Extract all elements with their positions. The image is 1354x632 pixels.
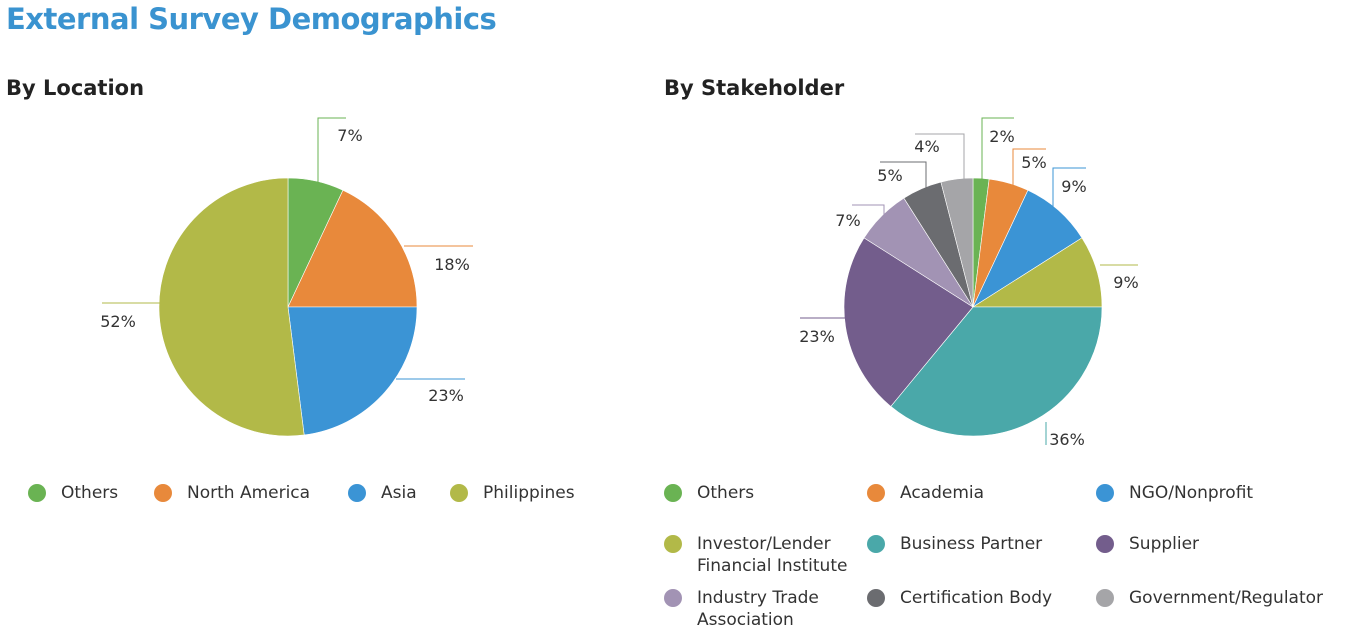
- legend-item: NGO/Nonprofit: [1096, 482, 1253, 504]
- legend-label: Others: [61, 483, 119, 503]
- legend-item: Government/Regulator: [1096, 587, 1323, 609]
- legend-swatch: [28, 484, 46, 502]
- legend-label: Government/Regulator: [1129, 588, 1324, 608]
- legend-item: Others: [664, 482, 754, 504]
- legend-item: Philippines: [450, 482, 575, 504]
- legend-swatch: [1096, 589, 1114, 607]
- legend-swatch: [664, 484, 682, 502]
- leader-line: [880, 161, 927, 198]
- legend-item: Industry Trade Association: [664, 587, 819, 631]
- location-chart-title: By Location: [6, 76, 145, 100]
- legend-item: Others: [28, 482, 118, 504]
- legend-swatch: [664, 589, 682, 607]
- legend-label: NGO/Nonprofit: [1129, 483, 1254, 503]
- data-label: 5%: [877, 166, 902, 185]
- legend-item: Investor/Lender Financial Institute: [664, 533, 847, 577]
- pie-slice: [158, 177, 305, 437]
- pie-slice: [287, 306, 418, 436]
- data-label: 7%: [337, 126, 362, 145]
- leader-line: [852, 204, 885, 223]
- legend-item: Supplier: [1096, 533, 1199, 555]
- legend-label: Academia: [900, 483, 985, 503]
- data-label: 23%: [428, 386, 464, 405]
- pie-slice: [843, 237, 974, 407]
- leader-line: [1052, 167, 1086, 218]
- leader-line: [915, 133, 965, 189]
- legend-label: Asia: [381, 483, 417, 503]
- legend-item: North America: [154, 482, 310, 504]
- legend-label: Investor/Lender Financial Institute: [697, 534, 848, 576]
- legend-label: Certification Body: [900, 588, 1053, 608]
- legend-label: Business Partner: [900, 534, 1043, 554]
- legend-label: Philippines: [483, 483, 575, 503]
- legend-swatch: [664, 535, 682, 553]
- legend-swatch: [1096, 484, 1114, 502]
- data-label: 52%: [100, 312, 136, 331]
- stakeholder-chart-title: By Stakeholder: [664, 76, 845, 100]
- data-label: 18%: [434, 255, 470, 274]
- data-label: 23%: [799, 327, 835, 346]
- legend-label: Supplier: [1129, 534, 1200, 554]
- legend-item: Academia: [867, 482, 984, 504]
- data-label: 9%: [1061, 177, 1086, 196]
- leader-line: [317, 117, 346, 191]
- legend-swatch: [154, 484, 172, 502]
- legend-item: Asia: [348, 482, 417, 504]
- legend-item: Business Partner: [867, 533, 1042, 555]
- leader-line: [1012, 148, 1046, 193]
- data-label: 5%: [1021, 153, 1046, 172]
- leader-line: [981, 117, 1014, 188]
- legend-swatch: [348, 484, 366, 502]
- pie-slice: [287, 189, 418, 308]
- page-title: External Survey Demographics: [6, 2, 497, 36]
- legend-swatch: [867, 535, 885, 553]
- data-label: 2%: [989, 127, 1014, 146]
- legend-swatch: [867, 589, 885, 607]
- legend-swatch: [867, 484, 885, 502]
- legend-swatch: [1096, 535, 1114, 553]
- pie-slice: [940, 177, 974, 308]
- legend-label: Others: [697, 483, 755, 503]
- pie-slice: [890, 306, 1103, 437]
- legend-swatch: [450, 484, 468, 502]
- data-label: 9%: [1113, 273, 1138, 292]
- legend-label: North America: [187, 483, 311, 503]
- data-label: 7%: [835, 211, 860, 230]
- data-label: 4%: [914, 137, 939, 156]
- data-label: 36%: [1049, 430, 1085, 449]
- legend-item: Certification Body: [867, 587, 1052, 609]
- legend-label: Industry Trade Association: [697, 588, 819, 630]
